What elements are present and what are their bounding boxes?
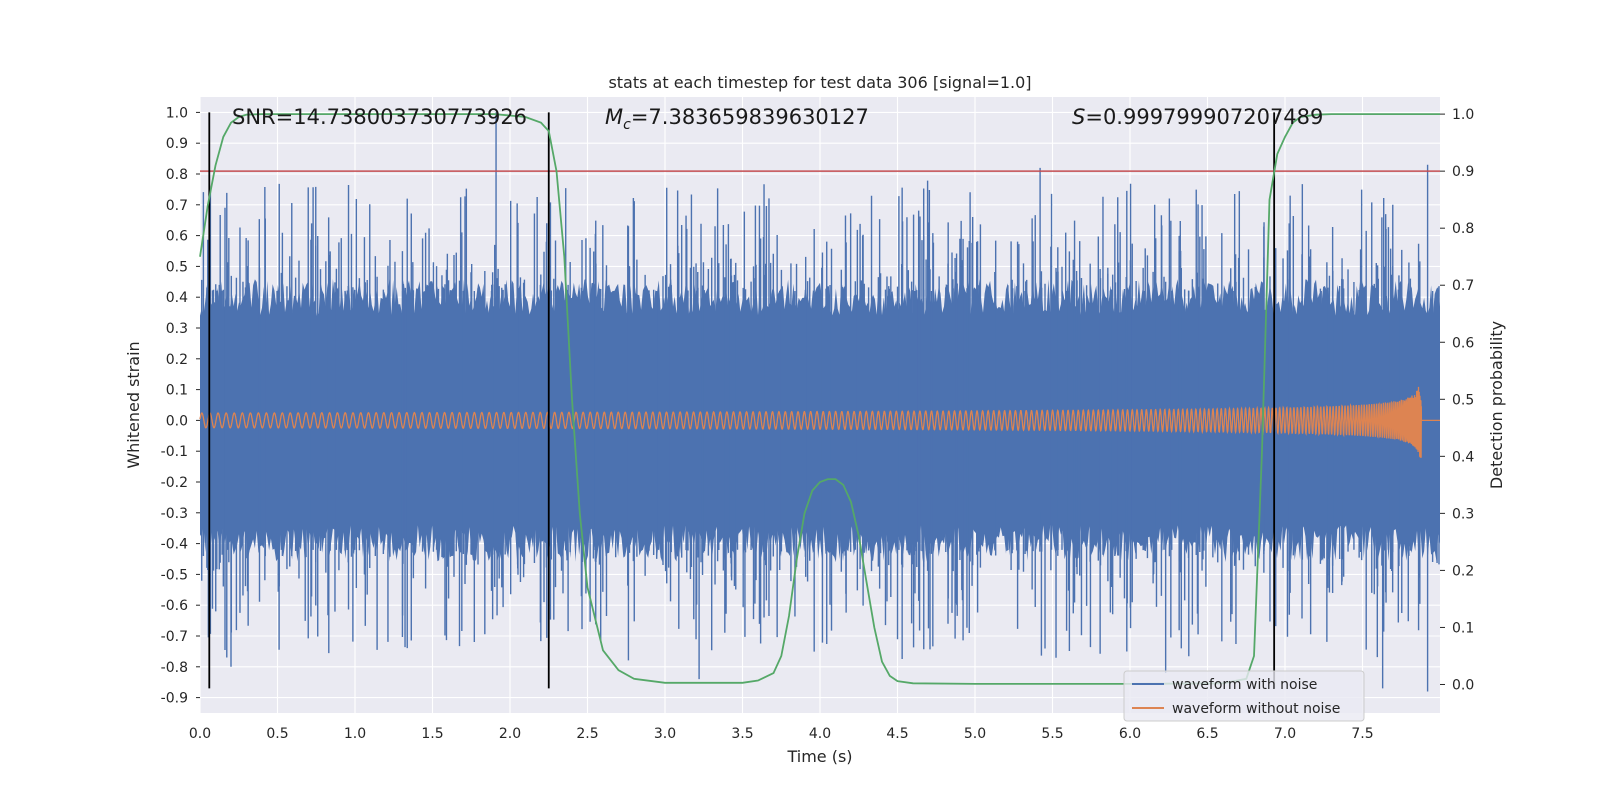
chart-title: stats at each timestep for test data 306… — [608, 73, 1031, 92]
y-tick-label: 0.8 — [166, 167, 188, 183]
x-tick-label: 3.5 — [731, 726, 753, 742]
chirp-mass-symbol: M — [605, 105, 623, 129]
legend-box — [1123, 670, 1365, 722]
snr-annotation: SNR=14.738003730773926 — [232, 105, 527, 129]
s-annotation: S=0.999799907207489 — [1072, 105, 1323, 129]
y2-tick-label: 0.3 — [1452, 506, 1474, 522]
y-tick-label: 0.0 — [166, 413, 188, 429]
y2-tick-label: 0.2 — [1452, 563, 1474, 579]
x-tick-label: 7.5 — [1351, 726, 1373, 742]
y-tick-label: -0.1 — [161, 444, 188, 460]
y-tick-label: 0.4 — [166, 290, 188, 306]
y-tick-label: 0.6 — [166, 229, 188, 245]
y-tick-label: -0.6 — [161, 598, 188, 614]
legend-label-noise: waveform with noise — [1172, 677, 1317, 693]
y-tick-label: 0.9 — [166, 136, 188, 152]
detection-probability-line — [199, 113, 1440, 685]
s-symbol: S — [1072, 105, 1085, 129]
legend: waveform with noise waveform without noi… — [1123, 670, 1365, 722]
y2-tick-label: 0.6 — [1452, 335, 1474, 351]
chirp-mass-value: =7.383659839630127 — [631, 105, 869, 129]
x-tick-label: 0.0 — [189, 726, 211, 742]
y-tick-label: 0.1 — [166, 383, 188, 399]
x-tick-label: 2.5 — [576, 726, 598, 742]
x-tick-label: 5.0 — [964, 726, 986, 742]
y-tick-label: -0.2 — [161, 475, 188, 491]
y-tick-label: -0.5 — [161, 567, 188, 583]
waveform-with-noise-series — [200, 112, 1440, 692]
y2-tick-label: 0.9 — [1452, 164, 1474, 180]
y2-tick-label: 1.0 — [1452, 107, 1474, 123]
x-tick-label: 4.0 — [809, 726, 831, 742]
x-axis-label: Time (s) — [786, 747, 852, 766]
x-tick-label: 6.5 — [1196, 726, 1218, 742]
x-tick-label: 7.0 — [1274, 726, 1296, 742]
detection-probability-series — [199, 113, 1440, 685]
y-tick-label: 1.0 — [166, 105, 188, 121]
y-tick-label: -0.4 — [161, 537, 188, 553]
s-value: =0.999799907207489 — [1085, 105, 1323, 129]
y-tick-label: -0.8 — [161, 660, 188, 676]
x-tick-label: 1.5 — [421, 726, 443, 742]
y2-tick-label: 0.8 — [1452, 221, 1474, 237]
x-tick-label: 4.5 — [886, 726, 908, 742]
chirp-mass-annotation: Mc=7.383659839630127 — [605, 105, 869, 133]
y-tick-label: -0.3 — [161, 506, 188, 522]
waveform-without-noise-series — [199, 386, 1440, 458]
axes: 0.0 0.5 1.0 1.5 2.0 2.5 3.0 3.5 4.0 4.5 5.0 5.5 6.0 6… — [161, 105, 1475, 742]
y2-tick-label: 0.1 — [1452, 620, 1474, 636]
y-tick-label: 0.5 — [166, 259, 188, 275]
y2-tick-label: 0.5 — [1452, 392, 1474, 408]
y-tick-label: 0.2 — [166, 352, 188, 368]
x-tick-label: 5.5 — [1041, 726, 1063, 742]
y-tick-label: 0.3 — [166, 321, 188, 337]
x-tick-label: 0.5 — [266, 726, 288, 742]
y-axis-label: Whitened strain — [124, 341, 143, 468]
y2-axis-label: Detection probability — [1487, 321, 1506, 489]
overlay-lines — [200, 112, 1440, 689]
x-tick-label: 3.0 — [654, 726, 676, 742]
y2-tick-label: 0.7 — [1452, 278, 1474, 294]
y2-tick-label: 0.0 — [1452, 677, 1474, 693]
y2-tick-label: 0.4 — [1452, 449, 1474, 465]
y-tick-label: -0.9 — [161, 691, 188, 707]
x-tick-label: 1.0 — [344, 726, 366, 742]
x-tick-label: 2.0 — [499, 726, 521, 742]
legend-label-clean: waveform without noise — [1172, 701, 1340, 717]
y-tick-label: -0.7 — [161, 629, 188, 645]
x-tick-label: 6.0 — [1119, 726, 1141, 742]
clean-waveform-line — [199, 386, 1440, 458]
chirp-mass-subscript: c — [623, 117, 631, 133]
y-tick-label: 0.7 — [166, 198, 188, 214]
